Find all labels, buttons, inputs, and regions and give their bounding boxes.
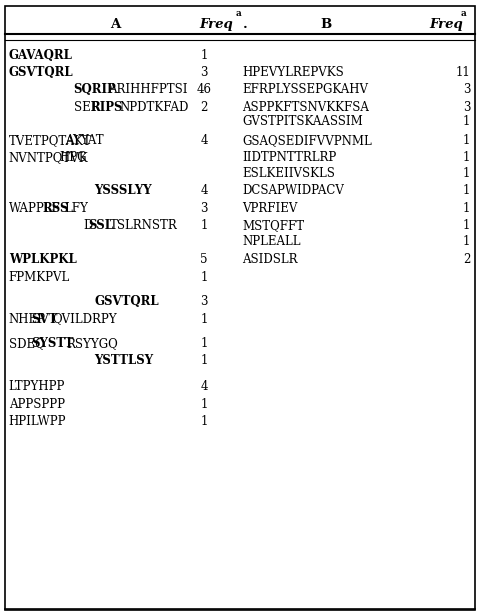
Text: DCSAPWIDPACV: DCSAPWIDPACV [242, 184, 344, 198]
Text: SER: SER [73, 100, 99, 114]
Text: 1: 1 [463, 167, 470, 180]
Text: .: . [243, 18, 248, 31]
Text: LFY: LFY [64, 201, 88, 215]
Text: 3: 3 [200, 201, 208, 215]
Text: NPLEALL: NPLEALL [242, 235, 301, 248]
Text: 1: 1 [200, 219, 208, 232]
Text: RSYYGQ: RSYYGQ [67, 337, 119, 351]
Text: 3: 3 [200, 295, 208, 309]
Text: 1: 1 [200, 397, 208, 411]
Text: SSL: SSL [88, 219, 114, 232]
Text: NHEP: NHEP [9, 312, 46, 326]
Text: TVETPQTAKT: TVETPQTAKT [9, 134, 92, 147]
Text: SVT: SVT [31, 312, 58, 326]
Text: 1: 1 [200, 337, 208, 351]
Text: 4: 4 [200, 134, 208, 147]
Text: GVSTPITSKAASSIM: GVSTPITSKAASSIM [242, 115, 363, 129]
Text: ASPPKFTSNVKKFSA: ASPPKFTSNVKKFSA [242, 100, 369, 114]
Text: 1: 1 [200, 312, 208, 326]
Text: 1: 1 [200, 415, 208, 428]
Text: 2: 2 [200, 100, 208, 114]
Text: ASIDSLR: ASIDSLR [242, 253, 298, 267]
Text: 1: 1 [463, 184, 470, 198]
Text: ARIHHFPTSI: ARIHHFPTSI [108, 83, 188, 97]
Text: 3: 3 [463, 83, 470, 97]
Text: 46: 46 [196, 83, 212, 97]
Text: YSSSLYY: YSSSLYY [94, 184, 152, 198]
Text: a: a [235, 9, 241, 18]
Text: SQRIP: SQRIP [73, 83, 116, 97]
Text: B: B [321, 18, 332, 31]
FancyBboxPatch shape [5, 6, 475, 610]
Text: IIDTPNTTRLRP: IIDTPNTTRLRP [242, 151, 336, 164]
Text: 3: 3 [200, 66, 208, 79]
Text: 1: 1 [463, 151, 470, 164]
Text: GSVTQRL: GSVTQRL [94, 295, 159, 309]
Text: FPMKPVL: FPMKPVL [9, 270, 70, 284]
Text: LTPYHPP: LTPYHPP [9, 380, 65, 394]
Text: APPSPPP: APPSPPP [9, 397, 65, 411]
Text: Freq: Freq [430, 18, 463, 31]
Text: A: A [110, 18, 120, 31]
Text: Freq: Freq [199, 18, 233, 31]
Text: RIPS: RIPS [91, 100, 123, 114]
Text: 4: 4 [200, 380, 208, 394]
Text: 2: 2 [463, 253, 470, 267]
Text: HPILWPP: HPILWPP [9, 415, 66, 428]
Text: MSTQFFT: MSTQFFT [242, 219, 304, 232]
Text: D: D [83, 219, 92, 232]
Text: 1: 1 [200, 354, 208, 368]
Text: 4: 4 [200, 184, 208, 198]
Text: 1: 1 [200, 270, 208, 284]
Text: 1: 1 [200, 49, 208, 62]
Text: SYSTT: SYSTT [31, 337, 74, 351]
Text: 5: 5 [200, 253, 208, 267]
Text: HPEVYLREPVKS: HPEVYLREPVKS [242, 66, 344, 79]
Text: WPLKPKL: WPLKPKL [9, 253, 76, 267]
Text: QVILDRPY: QVILDRPY [53, 312, 117, 326]
Text: NPDTKFAD: NPDTKFAD [119, 100, 189, 114]
Text: TSLRNSTR: TSLRNSTR [110, 219, 178, 232]
Text: 1: 1 [463, 115, 470, 129]
Text: WAPPLF: WAPPLF [9, 201, 60, 215]
Text: RSS: RSS [43, 201, 69, 215]
Text: 1: 1 [463, 134, 470, 147]
Text: AYYAT: AYYAT [65, 134, 104, 147]
Text: SDEQ: SDEQ [9, 337, 44, 351]
Text: GSVTQRL: GSVTQRL [9, 66, 73, 79]
Text: 1: 1 [463, 201, 470, 215]
Text: 1: 1 [463, 235, 470, 248]
Text: HPG: HPG [60, 151, 87, 164]
Text: ESLKEIIVSKLS: ESLKEIIVSKLS [242, 167, 335, 180]
Text: YSTTLSY: YSTTLSY [94, 354, 153, 368]
Text: 3: 3 [463, 100, 470, 114]
Text: VPRFIEV: VPRFIEV [242, 201, 298, 215]
Text: NVNTPQTVK: NVNTPQTVK [9, 151, 88, 164]
Text: a: a [461, 9, 467, 18]
Text: GSAQSEDIFVVPNML: GSAQSEDIFVVPNML [242, 134, 372, 147]
Text: 11: 11 [456, 66, 470, 79]
Text: 1: 1 [463, 219, 470, 232]
Text: GAVAQRL: GAVAQRL [9, 49, 72, 62]
Text: EFRPLYSSEPGKAHV: EFRPLYSSEPGKAHV [242, 83, 369, 97]
